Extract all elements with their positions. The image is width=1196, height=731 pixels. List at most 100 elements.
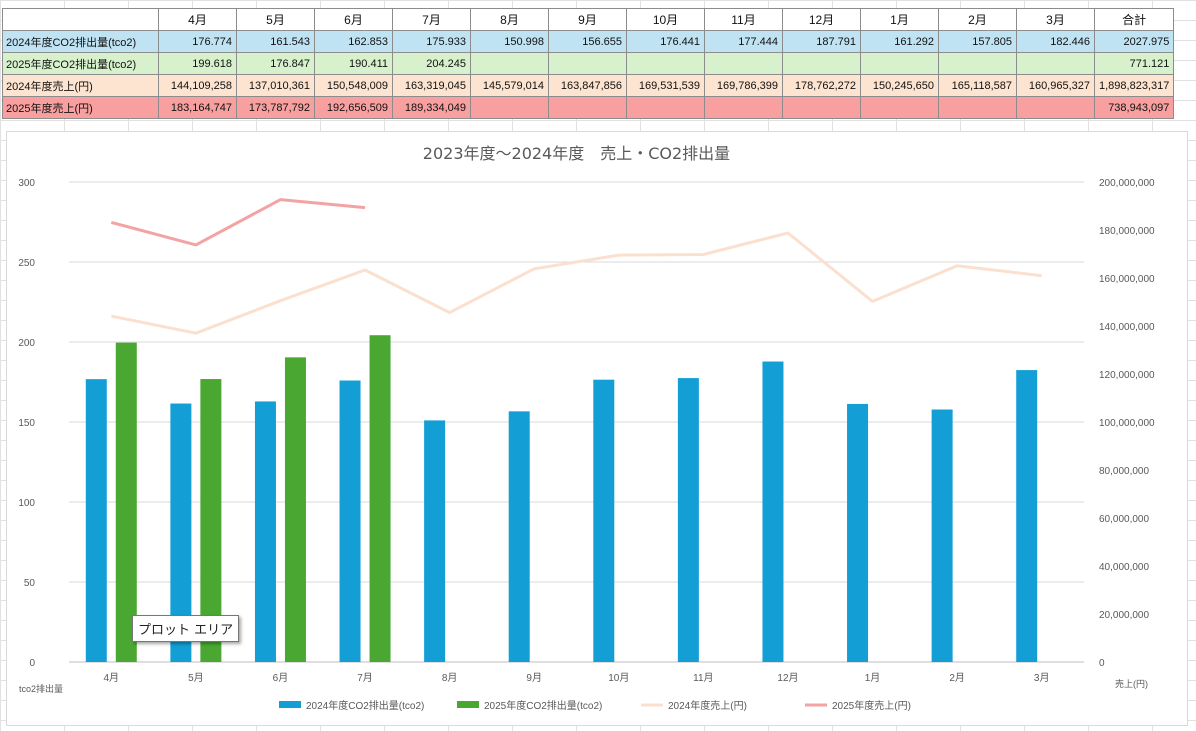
- x-tick-label: 1月: [865, 672, 881, 684]
- table-corner-cell[interactable]: [2, 8, 159, 31]
- y2-tick-label: 200,000,000: [1099, 178, 1155, 189]
- total-cell[interactable]: 738,943,097: [1093, 96, 1175, 119]
- bar-co2-2024: [677, 378, 699, 662]
- total-cell[interactable]: 2027.975: [1093, 30, 1175, 53]
- plot-area-tooltip: プロット エリア: [132, 615, 240, 642]
- value-cell[interactable]: 178,762,272: [782, 74, 861, 97]
- combo-chart[interactable]: 2023年度～2024年度 売上・CO2排出量 0 50 100 150 200 250 30…: [7, 132, 1187, 725]
- value-cell[interactable]: 163,847,856: [548, 74, 627, 97]
- month-header-cell[interactable]: 12月: [782, 8, 861, 31]
- value-cell[interactable]: 137,010,361: [236, 74, 315, 97]
- bar-co2-2024: [1016, 370, 1038, 662]
- value-cell[interactable]: 177.444: [704, 30, 783, 53]
- y-axis-title: tco2排出量: [19, 683, 63, 694]
- month-header-cell[interactable]: 1月: [860, 8, 939, 31]
- x-tick-label: 4月: [104, 672, 120, 684]
- month-header-cell[interactable]: 8月: [470, 8, 549, 31]
- value-cell[interactable]: 169,531,539: [626, 74, 705, 97]
- value-cell[interactable]: 145,579,014: [470, 74, 549, 97]
- chart-area[interactable]: 2023年度～2024年度 売上・CO2排出量 0 50 100 150 200 250 30…: [6, 131, 1188, 726]
- month-header-cell[interactable]: 2月: [938, 8, 1017, 31]
- value-cell[interactable]: [626, 96, 705, 119]
- month-header-cell[interactable]: 9月: [548, 8, 627, 31]
- month-header-cell[interactable]: 7月: [392, 8, 471, 31]
- x-tick-label: 5月: [188, 672, 204, 684]
- value-cell[interactable]: 150,548,009: [314, 74, 393, 97]
- y-tick-label: 50: [24, 578, 36, 589]
- value-cell[interactable]: 192,656,509: [314, 96, 393, 119]
- value-cell[interactable]: 150.998: [470, 30, 549, 53]
- value-cell[interactable]: [704, 96, 783, 119]
- value-cell[interactable]: [704, 52, 783, 75]
- value-cell[interactable]: 187.791: [782, 30, 861, 53]
- value-cell[interactable]: [1016, 96, 1095, 119]
- y-tick-label: 100: [18, 498, 35, 509]
- bar-co2-2024: [339, 380, 361, 662]
- table-row: 2024年度CO2排出量(tco2) 176.774 161.543 162.853 1…: [2, 30, 1175, 53]
- value-cell[interactable]: 160,965,327: [1016, 74, 1095, 97]
- value-cell[interactable]: 161.292: [860, 30, 939, 53]
- value-cell[interactable]: [470, 52, 549, 75]
- month-header-cell[interactable]: 6月: [314, 8, 393, 31]
- total-header-cell[interactable]: 合計: [1093, 8, 1175, 31]
- value-cell[interactable]: 176.847: [236, 52, 315, 75]
- value-cell[interactable]: 183,164,747: [158, 96, 237, 119]
- row-label-cell[interactable]: 2025年度売上(円): [2, 96, 159, 119]
- value-cell[interactable]: 182.446: [1016, 30, 1095, 53]
- value-cell[interactable]: 176.441: [626, 30, 705, 53]
- value-cell[interactable]: 157.805: [938, 30, 1017, 53]
- y-tick-label: 250: [18, 258, 35, 269]
- total-cell[interactable]: 1,898,823,317: [1093, 74, 1175, 97]
- value-cell[interactable]: 189,334,049: [392, 96, 471, 119]
- y2-tick-label: 0: [1099, 658, 1105, 669]
- value-cell[interactable]: [626, 52, 705, 75]
- value-cell[interactable]: [860, 96, 939, 119]
- x-tick-label: 2月: [949, 672, 965, 684]
- total-cell[interactable]: 771.121: [1093, 52, 1175, 75]
- row-label-cell[interactable]: 2025年度CO2排出量(tco2): [2, 52, 159, 75]
- month-header-cell[interactable]: 4月: [158, 8, 237, 31]
- value-cell[interactable]: 173,787,792: [236, 96, 315, 119]
- value-cell[interactable]: 163,319,045: [392, 74, 471, 97]
- value-cell[interactable]: [470, 96, 549, 119]
- value-cell[interactable]: [548, 52, 627, 75]
- value-cell[interactable]: 165,118,587: [938, 74, 1017, 97]
- value-cell[interactable]: 190.411: [314, 52, 393, 75]
- value-cell[interactable]: [548, 96, 627, 119]
- value-cell[interactable]: 169,786,399: [704, 74, 783, 97]
- month-header-cell[interactable]: 11月: [704, 8, 783, 31]
- month-header-cell[interactable]: 5月: [236, 8, 315, 31]
- value-cell[interactable]: [1016, 52, 1095, 75]
- bar-co2-2024: [254, 401, 276, 662]
- month-header-cell[interactable]: 10月: [626, 8, 705, 31]
- row-label-cell[interactable]: 2024年度売上(円): [2, 74, 159, 97]
- value-cell[interactable]: 204.245: [392, 52, 471, 75]
- y2-tick-label: 100,000,000: [1099, 418, 1155, 429]
- value-cell[interactable]: [860, 52, 939, 75]
- value-cell[interactable]: 150,245,650: [860, 74, 939, 97]
- value-cell[interactable]: 156.655: [548, 30, 627, 53]
- x-tick-label: 3月: [1034, 672, 1050, 684]
- value-cell[interactable]: [782, 96, 861, 119]
- value-cell[interactable]: 161.543: [236, 30, 315, 53]
- value-cell[interactable]: 176.774: [158, 30, 237, 53]
- month-header-cell[interactable]: 3月: [1016, 8, 1095, 31]
- value-cell[interactable]: [782, 52, 861, 75]
- bar-co2-2024: [424, 420, 446, 662]
- value-cell[interactable]: 162.853: [314, 30, 393, 53]
- value-cell[interactable]: 144,109,258: [158, 74, 237, 97]
- value-cell[interactable]: [938, 96, 1017, 119]
- y-tick-label: 300: [18, 178, 35, 189]
- line-sales-2025: [110, 198, 366, 247]
- bar-co2-2024: [508, 411, 530, 662]
- row-label-cell[interactable]: 2024年度CO2排出量(tco2): [2, 30, 159, 53]
- x-tick-label: 12月: [777, 672, 798, 684]
- legend-label: 2025年度売上(円): [832, 699, 911, 712]
- value-cell[interactable]: [938, 52, 1017, 75]
- value-cell[interactable]: 199.618: [158, 52, 237, 75]
- y2-tick-label: 20,000,000: [1099, 610, 1149, 621]
- table-row: 2025年度CO2排出量(tco2) 199.618 176.847 190.411 2…: [2, 52, 1175, 75]
- y-tick-label: 150: [18, 418, 35, 429]
- y2-tick-label: 40,000,000: [1099, 562, 1149, 573]
- value-cell[interactable]: 175.933: [392, 30, 471, 53]
